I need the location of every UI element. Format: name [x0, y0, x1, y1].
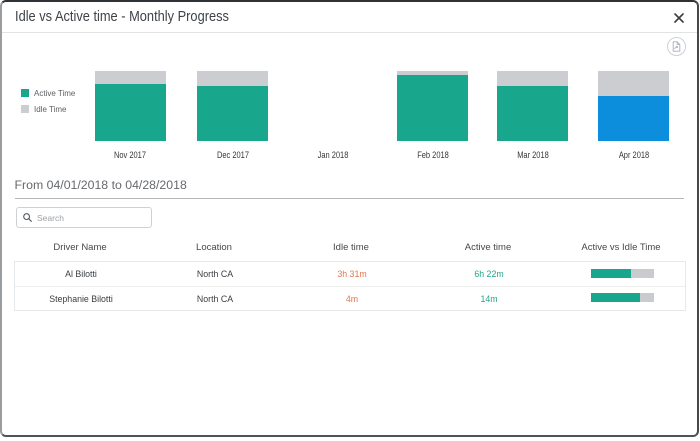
dialog-title: Idle vs Active time - Monthly Progress — [15, 9, 229, 25]
bar-idle-feb-2018[interactable] — [397, 71, 468, 75]
active-time-cell: 14m — [480, 293, 498, 304]
legend-label: Idle Time — [34, 104, 67, 114]
active-vs-idle-bar — [590, 293, 654, 302]
drivers-table: Driver Name Location Idle time Active time A… — [14, 240, 686, 311]
dialog-titlebar: Idle vs Active time - Monthly Progress — [2, 2, 697, 33]
bar-idle-mar-2018[interactable] — [497, 71, 568, 86]
search-icon — [23, 213, 32, 222]
idle-time-cell: 4m — [345, 293, 359, 304]
bar-active-mar-2018[interactable] — [497, 85, 568, 141]
active-vs-idle-cell — [557, 268, 687, 279]
bar-active-dec-2017[interactable] — [197, 85, 268, 141]
x-axis-label: Apr 2018 — [618, 149, 649, 160]
x-axis-label: Mar 2018 — [516, 149, 549, 160]
x-axis-label: Nov 2017 — [113, 149, 147, 160]
search-input[interactable] — [32, 212, 151, 223]
monthly-progress-chart: Active Time Idle Time Nov 2017 Dec 2017 Jan… — [2, 59, 697, 164]
active-vs-idle-bar — [590, 268, 654, 278]
x-axis-label: Feb 2018 — [416, 149, 449, 160]
section-divider — [15, 198, 684, 199]
legend-swatch — [21, 89, 29, 97]
driver-name-cell: Stephanie Bilotti — [49, 293, 113, 304]
table-row[interactable]: Stephanie Bilotti North CA 4m 14m — [15, 286, 685, 310]
location-cell: North CA — [196, 293, 234, 304]
bar-active-feb-2018[interactable] — [397, 74, 468, 141]
legend-label: Active Time — [34, 88, 76, 98]
idle-time-cell: 3h 31m — [337, 269, 367, 279]
location-cell: North CA — [196, 269, 234, 279]
active-vs-idle-cell — [557, 293, 687, 303]
column-header-location[interactable]: Location — [196, 242, 232, 253]
active-time-cell: 6h 22m — [474, 269, 504, 279]
chart-plot-area: Nov 2017 Dec 2017 Jan 2018 Feb 2018 Mar 2018… — [2, 59, 697, 164]
legend-item-idle-time[interactable]: Idle Time — [21, 104, 75, 114]
x-axis-label: Jan 2018 — [317, 149, 348, 160]
bar-active-apr-2018[interactable] — [598, 96, 669, 141]
table-header-row: Driver Name Location Idle time Active time A… — [14, 240, 686, 261]
legend-item-active-time[interactable]: Active Time — [21, 88, 76, 98]
column-header-active-vs-idle-time[interactable]: Active vs Idle Time — [581, 242, 661, 253]
bar-idle-dec-2017[interactable] — [197, 71, 268, 86]
column-header-idle-time[interactable]: Idle time — [333, 242, 369, 253]
bar-idle-apr-2018[interactable] — [598, 71, 669, 97]
driver-name-cell: Al Bilotti — [65, 269, 97, 279]
x-axis-label: Dec 2017 — [216, 149, 249, 160]
date-range-label: From 04/01/2018 to 04/28/2018 — [14, 178, 187, 192]
active-share-fill — [590, 293, 640, 302]
legend-swatch — [21, 105, 29, 113]
export-report-button[interactable] — [667, 37, 686, 56]
column-header-active-time[interactable]: Active time — [464, 242, 512, 253]
close-icon — [674, 13, 684, 23]
chart-legend: Active Time Idle Time — [21, 89, 75, 121]
column-header-driver-name[interactable]: Driver Name — [53, 242, 107, 253]
table-body: Al Bilotti North CA 3h 31m 6h 22m Stephanie … — [14, 261, 686, 311]
table-row[interactable]: Al Bilotti North CA 3h 31m 6h 22m — [15, 262, 685, 286]
bar-active-nov-2017[interactable] — [94, 83, 166, 141]
bar-idle-nov-2017[interactable] — [94, 71, 166, 84]
export-report-icon — [672, 41, 681, 52]
active-share-fill — [590, 268, 632, 278]
search-box — [16, 207, 152, 228]
close-button[interactable] — [668, 7, 690, 29]
